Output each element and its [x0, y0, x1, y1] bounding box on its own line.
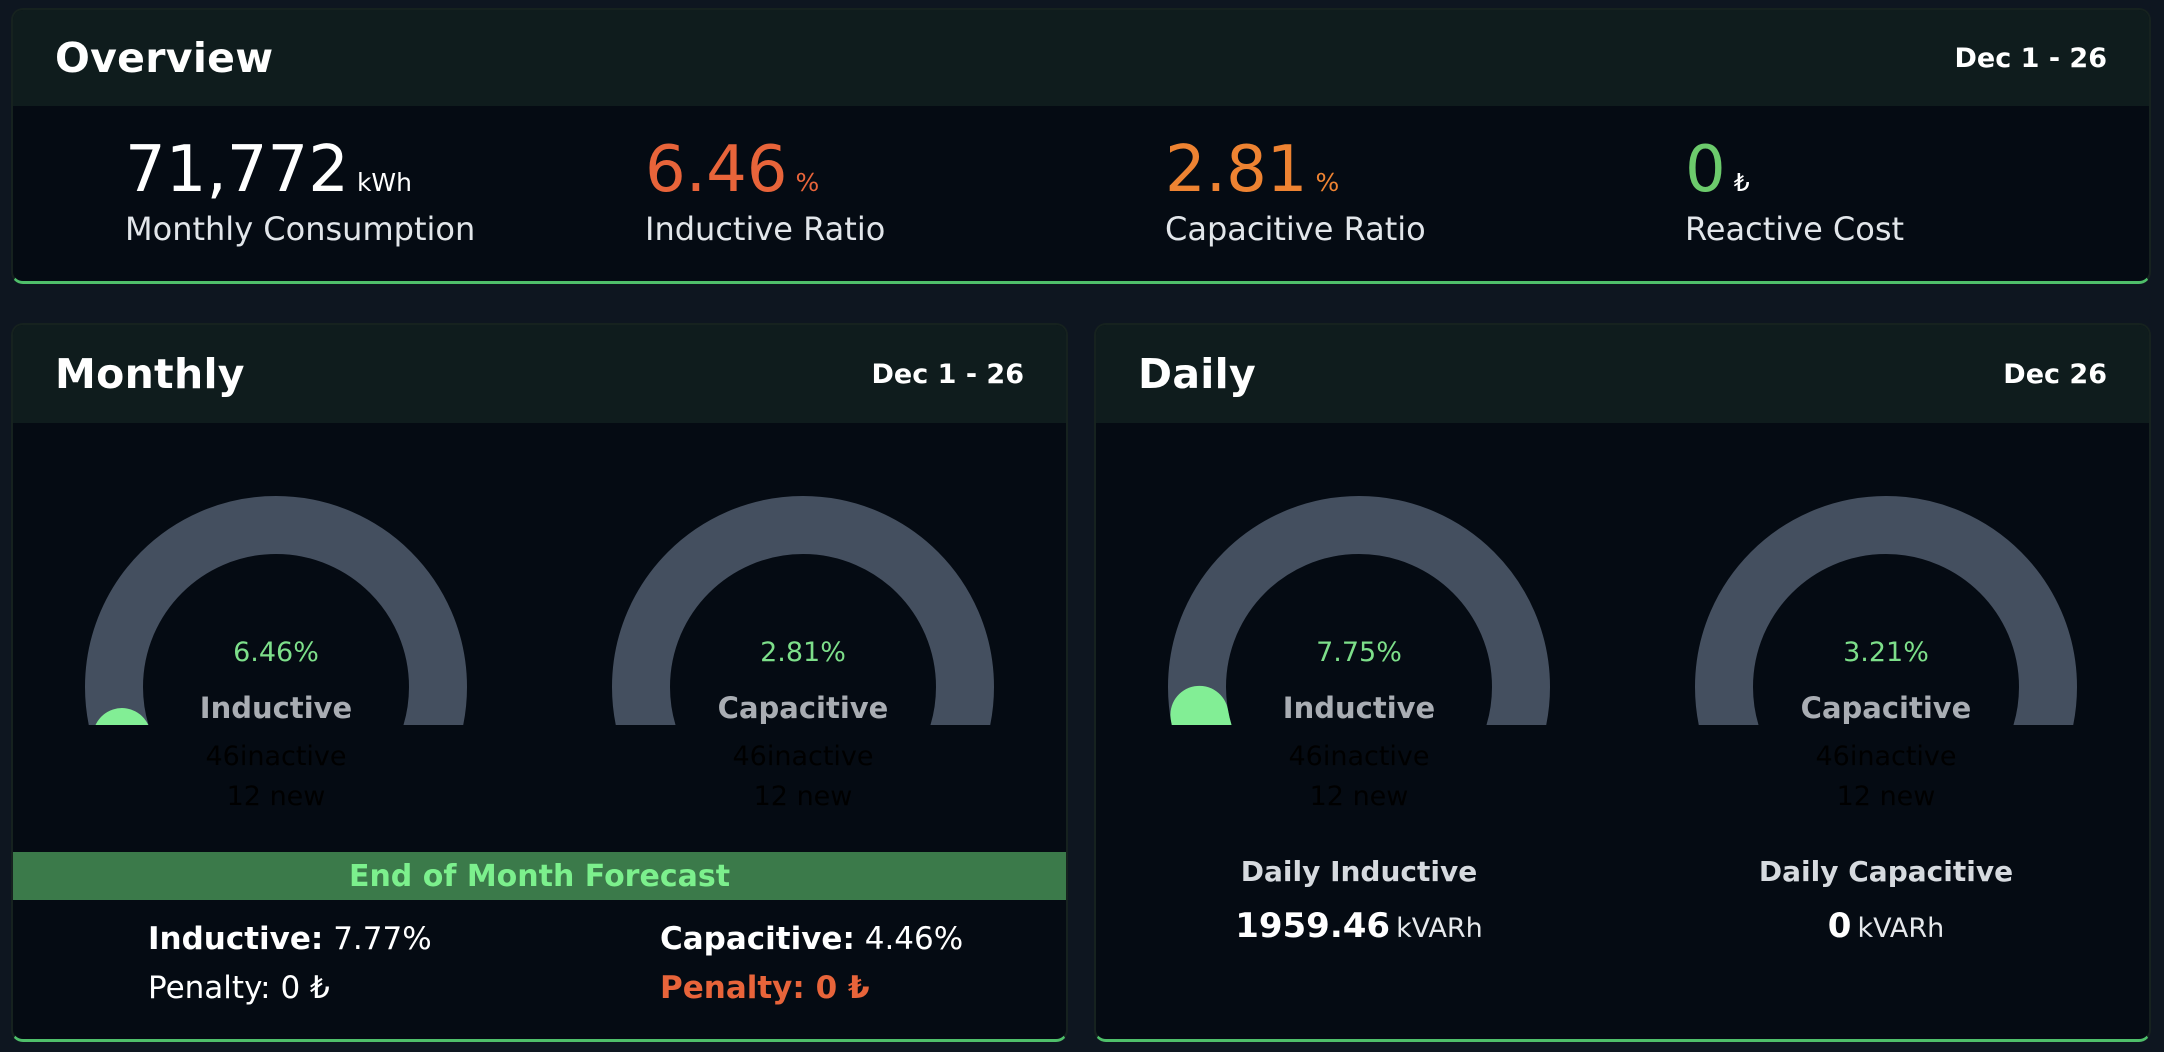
- daily-stat-label: Daily Capacitive: [1758, 855, 2014, 888]
- metric-capacitive-ratio: 2.81 % Capacitive Ratio: [1165, 138, 1426, 248]
- forecast-inductive-penalty: Penalty: 0 ₺: [148, 970, 330, 1006]
- metric-unit: %: [1315, 168, 1340, 197]
- forecast-capacitive-penalty: Penalty: 0 ₺: [660, 970, 870, 1006]
- gauge-percent: 6.46%: [233, 637, 319, 668]
- monthly-date: Dec 1 - 26: [871, 358, 1025, 390]
- gauge-name: Inductive: [1282, 691, 1436, 725]
- gauge-percent: 2.81%: [760, 637, 846, 668]
- daily-stat-unit: kVARh: [1857, 913, 1945, 944]
- daily-header: Daily Dec 26: [1096, 325, 2149, 423]
- gauge-new-count: 12 new: [1309, 781, 1409, 812]
- daily-capacitive-stat: Daily Capacitive 0 kVARh: [1676, 855, 2096, 946]
- forecast-capacitive-value: 4.46%: [864, 921, 964, 957]
- gauge-inactive-count: 46inactive: [1288, 741, 1430, 772]
- overview-title: Overview: [55, 34, 274, 82]
- forecast-banner: End of Month Forecast: [13, 852, 1066, 900]
- monthly-title: Monthly: [55, 350, 245, 398]
- metric-value: 71,772: [125, 133, 349, 207]
- daily-stat-value: 0 kVARh: [1676, 906, 2096, 946]
- gauge-percent: 3.21%: [1843, 637, 1929, 668]
- gauge-track: [612, 496, 994, 725]
- daily-stat-value: 1959.46 kVARh: [1149, 906, 1569, 946]
- metric-unit: %: [795, 168, 820, 197]
- metric-label: Capacitive Ratio: [1165, 210, 1426, 248]
- metric-unit: ₺: [1733, 168, 1750, 197]
- daily-stat-label: Daily Inductive: [1240, 855, 1478, 888]
- gauge-name: Capacitive: [717, 691, 889, 725]
- metric-label: Monthly Consumption: [125, 210, 476, 248]
- overview-card: Overview Dec 1 - 26 71,772 kWh Monthly C…: [11, 8, 2151, 284]
- forecast-capacitive: Capacitive: 4.46%: [660, 921, 963, 957]
- monthly-header: Monthly Dec 1 - 26: [13, 325, 1066, 423]
- gauge-new-count: 12 new: [226, 781, 326, 812]
- gauge-svg: [1168, 496, 1550, 725]
- daily-title: Daily: [1138, 350, 1257, 398]
- gauge-track: [85, 496, 467, 725]
- monthly-card: Monthly Dec 1 - 26 6.46% Inductive 46ina…: [11, 323, 1068, 1042]
- metric-label: Reactive Cost: [1685, 210, 1905, 248]
- gauge-inactive-count: 46inactive: [205, 741, 347, 772]
- daily-card: Daily Dec 26 7.75% Inductive 46inactive …: [1094, 323, 2151, 1042]
- daily-date: Dec 26: [2003, 358, 2107, 390]
- forecast-inductive-value: 7.77%: [333, 921, 432, 957]
- metric-unit: kWh: [356, 168, 412, 197]
- daily-inductive-stat: Daily Inductive 1959.46 kVARh: [1149, 855, 1569, 946]
- metric-label: Inductive Ratio: [645, 210, 886, 248]
- daily-stat-unit: kVARh: [1396, 913, 1483, 944]
- metric-value: 6.46: [645, 133, 788, 207]
- gauge-name: Inductive: [199, 691, 353, 725]
- metric-reactive-cost: 0 ₺ Reactive Cost: [1685, 138, 1904, 248]
- forecast-capacitive-label: Capacitive:: [660, 921, 855, 957]
- metric-value: 0: [1685, 133, 1726, 207]
- gauge-daily-capacitive: 3.21% Capacitive 46inactive 12 new: [1686, 325, 2086, 812]
- gauge-inactive-count: 46inactive: [1815, 741, 1957, 772]
- gauge-svg: [85, 496, 467, 725]
- gauge-monthly-inductive: 6.46% Inductive 46inactive 12 new: [76, 325, 476, 812]
- overview-date: Dec 1 - 26: [1954, 42, 2108, 74]
- daily-stat-number: 1959.46: [1235, 906, 1391, 946]
- metric-value: 2.81: [1165, 133, 1308, 207]
- gauge-percent: 7.75%: [1316, 637, 1402, 668]
- metric-inductive-ratio: 6.46 % Inductive Ratio: [645, 138, 885, 248]
- daily-stat-number: 0: [1827, 906, 1852, 946]
- gauge-inactive-count: 46inactive: [732, 741, 874, 772]
- gauge-name: Capacitive: [1800, 691, 1972, 725]
- gauge-new-count: 12 new: [753, 781, 853, 812]
- gauge-fill: [1170, 685, 1232, 725]
- gauge-svg: [1695, 496, 2077, 725]
- overview-header: Overview Dec 1 - 26: [13, 10, 2149, 106]
- forecast-inductive: Inductive: 7.77%: [148, 921, 432, 957]
- gauge-monthly-capacitive: 2.81% Capacitive 46inactive 12 new: [603, 325, 1003, 812]
- gauge-svg: [612, 496, 994, 725]
- gauge-track: [1695, 496, 2077, 725]
- gauge-new-count: 12 new: [1836, 781, 1936, 812]
- forecast-inductive-label: Inductive:: [148, 921, 324, 957]
- metric-monthly-consumption: 71,772 kWh Monthly Consumption: [125, 138, 475, 248]
- gauge-daily-inductive: 7.75% Inductive 46inactive 12 new: [1159, 325, 1559, 812]
